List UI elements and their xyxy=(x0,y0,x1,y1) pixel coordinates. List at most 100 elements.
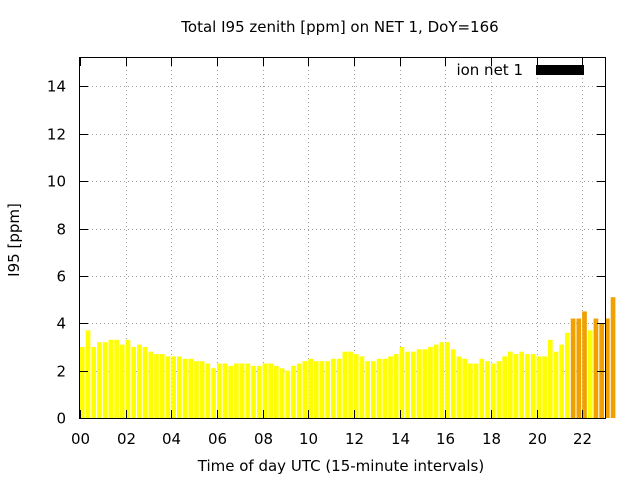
bar xyxy=(91,346,97,418)
bar xyxy=(593,318,599,418)
bar xyxy=(142,346,148,418)
bar xyxy=(382,358,388,418)
bar xyxy=(319,361,325,418)
bar xyxy=(256,365,262,418)
bar xyxy=(285,370,291,418)
legend-label: ion net 1 xyxy=(456,61,523,79)
x-tick-label: 18 xyxy=(482,430,501,448)
bar xyxy=(262,363,268,418)
legend-swatch xyxy=(536,65,584,75)
bar xyxy=(325,361,331,418)
y-tick-label: 0 xyxy=(56,410,66,428)
y-axis-label: I95 [ppm] xyxy=(5,203,23,277)
x-tick-label: 22 xyxy=(573,430,592,448)
bar xyxy=(513,354,519,418)
bar xyxy=(234,363,239,418)
bar xyxy=(405,351,410,418)
bar xyxy=(479,358,485,418)
bar xyxy=(228,365,234,418)
bar xyxy=(154,354,159,418)
chart-title: Total I95 zenith [ppm] on NET 1, DoY=166 xyxy=(180,18,498,36)
bar xyxy=(416,349,422,418)
bar xyxy=(308,358,313,418)
bar xyxy=(371,361,376,418)
bars-layer xyxy=(80,297,616,418)
x-axis-label: Time of day UTC (15-minute intervals) xyxy=(197,457,484,475)
bar xyxy=(410,351,416,418)
bar xyxy=(502,356,507,418)
y-tick-label: 8 xyxy=(56,221,66,239)
bar xyxy=(428,346,433,418)
bar xyxy=(211,368,216,418)
bar xyxy=(553,351,559,418)
bar xyxy=(496,361,502,418)
bar xyxy=(171,356,176,418)
x-tick-label: 16 xyxy=(436,430,455,448)
bar xyxy=(353,354,359,418)
bar xyxy=(251,365,256,418)
bar xyxy=(194,361,199,418)
x-tick-label: 00 xyxy=(71,430,90,448)
bar xyxy=(331,358,336,418)
bar xyxy=(216,363,222,418)
y-tick-label: 14 xyxy=(47,78,66,96)
bar xyxy=(507,351,513,418)
x-tick-label: 14 xyxy=(391,430,410,448)
bar xyxy=(456,356,462,418)
legend: ion net 1 xyxy=(456,61,584,79)
x-tick-label: 10 xyxy=(299,430,318,448)
bar xyxy=(348,351,353,418)
bar xyxy=(119,344,125,418)
plot-frame xyxy=(79,57,606,419)
bar xyxy=(393,354,399,418)
bar xyxy=(97,342,102,418)
x-tick-label: 20 xyxy=(528,430,547,448)
bar xyxy=(165,356,171,418)
x-tick-label: 12 xyxy=(345,430,364,448)
bar xyxy=(530,354,536,418)
bar xyxy=(239,363,245,418)
x-tick-label: 02 xyxy=(117,430,136,448)
bar xyxy=(576,318,582,418)
y-tick-label: 4 xyxy=(56,315,66,333)
y-tick-label: 6 xyxy=(56,268,66,286)
bar xyxy=(274,365,279,418)
x-tick-label: 04 xyxy=(162,430,181,448)
bar xyxy=(148,351,154,418)
bar xyxy=(114,339,119,418)
bar xyxy=(205,363,211,418)
y-tick-label: 2 xyxy=(56,363,66,381)
bar xyxy=(610,297,616,418)
bar xyxy=(485,361,490,418)
bar xyxy=(137,344,142,418)
y-tick-label: 10 xyxy=(47,173,66,191)
bar xyxy=(468,363,473,418)
x-tick-label: 08 xyxy=(254,430,273,448)
bar xyxy=(422,349,428,418)
bar xyxy=(302,361,308,418)
bar xyxy=(462,358,468,418)
x-tick-label: 06 xyxy=(208,430,227,448)
bar xyxy=(582,311,587,418)
bar xyxy=(587,330,593,418)
bar xyxy=(433,344,439,418)
bar xyxy=(80,346,85,418)
bar xyxy=(473,363,479,418)
bar xyxy=(365,361,371,418)
bar xyxy=(605,318,610,418)
bar xyxy=(296,363,302,418)
bar xyxy=(159,354,165,418)
bar xyxy=(565,332,570,418)
bar xyxy=(182,358,188,418)
bar xyxy=(525,354,530,418)
bar xyxy=(188,358,194,418)
bar xyxy=(125,339,131,418)
bar xyxy=(536,356,542,418)
y-tick-label: 12 xyxy=(47,126,66,144)
bar xyxy=(245,363,251,418)
bar xyxy=(388,356,393,418)
bar xyxy=(85,330,91,418)
bar xyxy=(102,342,108,418)
